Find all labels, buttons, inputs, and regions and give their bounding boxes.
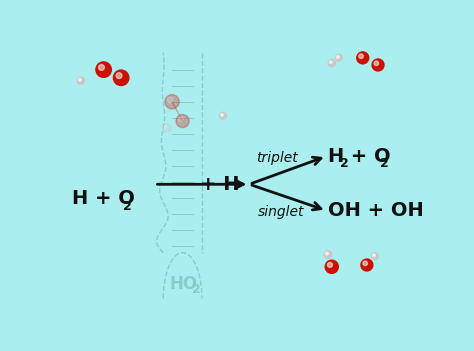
Circle shape xyxy=(337,55,339,58)
Circle shape xyxy=(220,113,223,116)
Circle shape xyxy=(325,260,338,273)
Circle shape xyxy=(373,254,375,257)
Circle shape xyxy=(96,62,111,77)
Text: OH + OH: OH + OH xyxy=(328,201,423,220)
Text: 2: 2 xyxy=(123,199,132,213)
Circle shape xyxy=(329,61,332,64)
Text: 2: 2 xyxy=(191,283,201,296)
Circle shape xyxy=(325,252,328,255)
Circle shape xyxy=(116,73,122,79)
Circle shape xyxy=(372,253,378,260)
Circle shape xyxy=(178,117,183,122)
Circle shape xyxy=(165,95,179,109)
Text: singlet: singlet xyxy=(258,205,304,219)
Text: + H: + H xyxy=(200,175,240,194)
Text: triplet: triplet xyxy=(256,151,298,165)
Text: H: H xyxy=(328,147,344,166)
Circle shape xyxy=(167,97,173,102)
Text: 2: 2 xyxy=(340,157,349,171)
Circle shape xyxy=(99,65,104,71)
Text: H + O: H + O xyxy=(72,189,135,208)
Circle shape xyxy=(324,251,332,258)
Circle shape xyxy=(79,78,81,81)
Circle shape xyxy=(361,259,373,271)
Circle shape xyxy=(77,77,84,84)
Text: 2: 2 xyxy=(380,157,388,171)
Text: HO: HO xyxy=(169,275,197,293)
Circle shape xyxy=(113,70,129,86)
Circle shape xyxy=(164,125,167,128)
Circle shape xyxy=(372,59,384,71)
Circle shape xyxy=(328,60,335,67)
Circle shape xyxy=(219,112,227,119)
Circle shape xyxy=(357,52,369,64)
Circle shape xyxy=(374,61,379,66)
Circle shape xyxy=(359,54,364,59)
Circle shape xyxy=(176,114,189,128)
Text: + O: + O xyxy=(345,147,391,166)
Circle shape xyxy=(163,124,171,132)
Circle shape xyxy=(328,263,332,267)
Circle shape xyxy=(335,54,342,61)
Circle shape xyxy=(363,261,367,266)
